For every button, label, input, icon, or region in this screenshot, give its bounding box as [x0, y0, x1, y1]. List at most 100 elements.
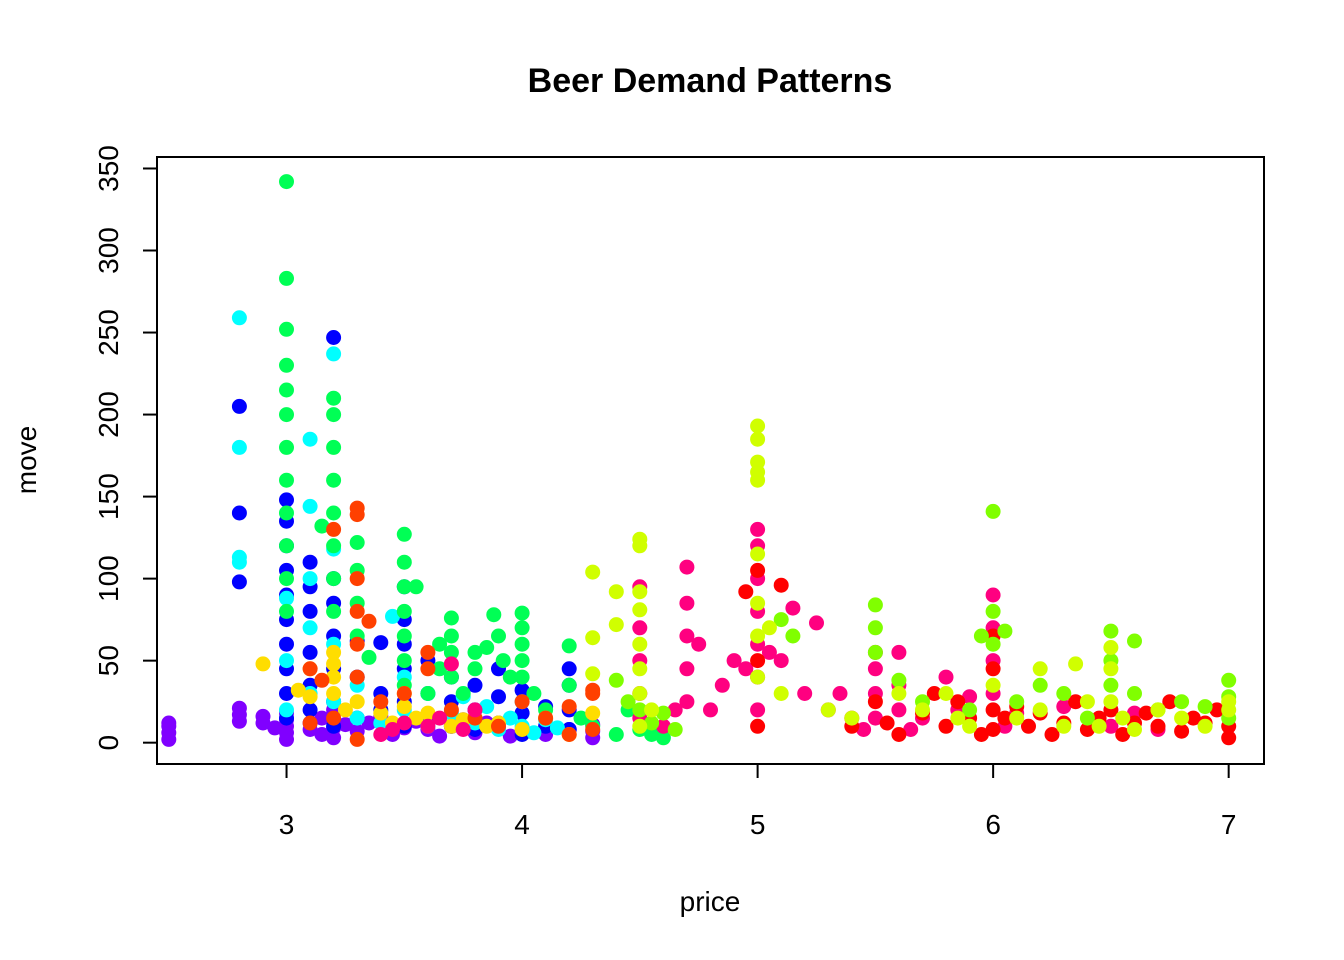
- data-point: [432, 728, 448, 744]
- data-point: [231, 505, 247, 521]
- data-point: [738, 661, 754, 677]
- data-point: [773, 612, 789, 628]
- data-point: [973, 727, 989, 742]
- data-point: [750, 653, 766, 669]
- data-point: [561, 661, 577, 677]
- data-point: [514, 669, 530, 685]
- data-point: [1185, 710, 1201, 726]
- y-tick-label: 100: [93, 555, 124, 602]
- data-point: [750, 472, 766, 488]
- data-point: [632, 636, 648, 652]
- data-point: [302, 715, 318, 731]
- data-point: [867, 694, 883, 710]
- data-point: [396, 699, 412, 715]
- data-point: [279, 407, 294, 423]
- data-point: [1150, 702, 1166, 718]
- data-point: [420, 661, 436, 677]
- data-point: [326, 330, 342, 345]
- data-point: [1174, 694, 1190, 710]
- data-point: [985, 636, 1001, 652]
- data-point: [585, 630, 601, 646]
- data-point: [750, 628, 766, 644]
- data-point: [455, 722, 471, 737]
- data-point: [279, 505, 294, 521]
- data-point: [302, 661, 318, 677]
- data-point: [279, 571, 294, 587]
- data-point: [314, 727, 330, 742]
- data-point: [585, 564, 601, 580]
- data-point: [432, 710, 448, 726]
- data-point: [1127, 686, 1142, 701]
- data-point: [326, 472, 342, 488]
- data-point: [867, 710, 883, 726]
- data-point: [467, 702, 483, 718]
- data-point: [486, 607, 502, 623]
- data-point: [750, 595, 766, 611]
- data-point: [1127, 722, 1142, 737]
- data-point: [526, 686, 542, 701]
- data-point: [561, 727, 577, 742]
- data-point: [561, 638, 577, 654]
- data-point: [620, 694, 636, 710]
- data-point: [443, 628, 459, 644]
- data-point: [502, 669, 518, 685]
- data-point: [231, 398, 247, 414]
- data-point: [938, 686, 954, 701]
- x-tick-label: 4: [514, 809, 530, 840]
- data-point: [750, 521, 766, 537]
- data-point: [337, 717, 353, 733]
- data-point: [950, 710, 966, 726]
- data-point: [585, 722, 601, 737]
- data-point: [997, 623, 1013, 639]
- data-point: [1079, 694, 1095, 710]
- data-point: [385, 608, 400, 624]
- data-point: [373, 635, 389, 651]
- data-point: [373, 705, 389, 721]
- data-points: [161, 174, 1237, 747]
- data-point: [255, 656, 271, 672]
- data-point: [255, 708, 271, 724]
- data-point: [279, 636, 294, 652]
- data-point: [985, 702, 1001, 718]
- data-point: [1009, 694, 1025, 710]
- data-point: [962, 702, 978, 718]
- data-point: [302, 571, 318, 587]
- data-point: [1068, 656, 1084, 672]
- data-point: [1103, 661, 1119, 677]
- data-point: [714, 677, 730, 693]
- data-point: [750, 718, 766, 734]
- data-point: [326, 390, 342, 406]
- data-point: [526, 725, 542, 741]
- data-point: [773, 577, 789, 593]
- data-point: [761, 620, 777, 636]
- data-point: [679, 661, 695, 677]
- data-point: [915, 702, 930, 718]
- data-point: [750, 562, 766, 578]
- y-axis-label: move: [11, 426, 42, 494]
- data-point: [385, 722, 400, 737]
- data-point: [820, 702, 836, 718]
- data-point: [867, 644, 883, 660]
- data-point: [279, 538, 294, 554]
- data-point: [396, 603, 412, 619]
- data-point: [608, 672, 624, 688]
- data-point: [279, 174, 294, 190]
- data-point: [432, 661, 448, 677]
- data-point: [679, 595, 695, 611]
- y-tick-label: 300: [93, 227, 124, 274]
- data-point: [938, 669, 954, 685]
- data-point: [549, 720, 565, 736]
- data-point: [750, 546, 766, 562]
- data-point: [231, 439, 247, 455]
- data-point: [1174, 710, 1190, 726]
- data-point: [396, 715, 412, 731]
- data-point: [1197, 699, 1213, 715]
- data-point: [491, 689, 506, 705]
- data-point: [785, 600, 801, 616]
- data-point: [361, 715, 377, 731]
- data-point: [738, 584, 754, 600]
- data-point: [326, 346, 342, 362]
- chart-title: Beer Demand Patterns: [528, 62, 893, 100]
- data-point: [408, 579, 424, 595]
- data-point: [326, 603, 342, 619]
